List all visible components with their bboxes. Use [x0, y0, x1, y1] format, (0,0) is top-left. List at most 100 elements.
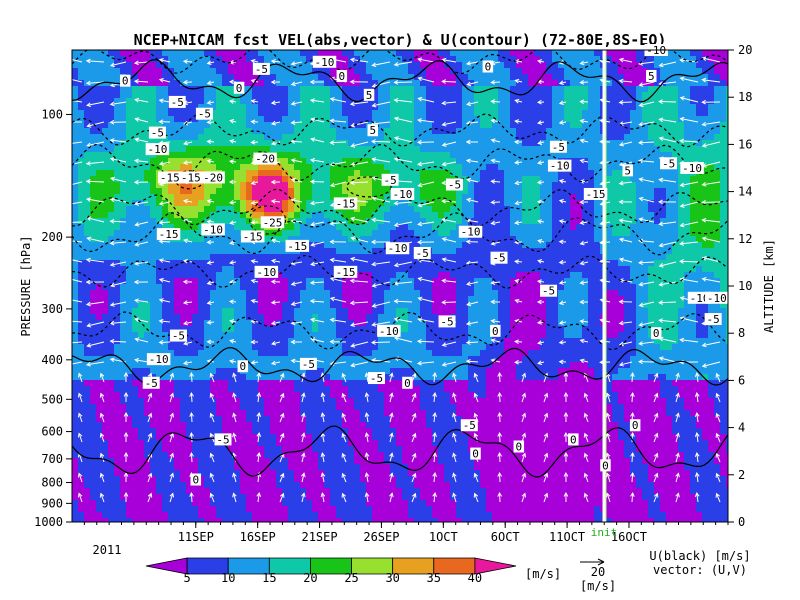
wind-vector: [169, 372, 175, 383]
contour-label: -15: [285, 239, 310, 253]
wind-vector: [605, 372, 611, 383]
wind-vector: [229, 159, 237, 164]
wind-vector: [521, 492, 527, 503]
contour-label: -15: [333, 265, 358, 279]
wind-vector: [134, 261, 149, 266]
wind-vector: [189, 371, 194, 383]
wind-vector: [490, 338, 501, 343]
wind-vector: [679, 76, 699, 83]
wind-vector: [349, 79, 369, 85]
wind-vector: [514, 78, 523, 84]
wind-vector: [279, 492, 285, 503]
wind-vector: [209, 372, 215, 383]
wind-vector: [270, 79, 281, 85]
wind-vector: [536, 99, 545, 105]
wind-vector: [256, 412, 262, 423]
wind-vector: [630, 491, 635, 503]
wind-vector: [270, 59, 281, 64]
contour-label: 0: [470, 447, 481, 461]
wind-vector: [169, 472, 175, 483]
wind-vector: [701, 277, 721, 283]
wind-vector: [466, 281, 479, 287]
wind-vector: [320, 472, 326, 483]
contour-label: 5: [646, 69, 657, 83]
wind-vector: [441, 100, 457, 106]
wind-vector: [270, 300, 281, 305]
wind-vector: [279, 412, 285, 423]
wind-vector: [341, 392, 347, 403]
wind-vector: [279, 472, 285, 483]
wind-vector: [715, 452, 721, 463]
contour-label: -5: [214, 433, 232, 446]
wind-vector: [537, 340, 545, 345]
wind-vector: [109, 240, 127, 246]
contour-label: 0: [336, 69, 348, 83]
wind-vector: [579, 319, 589, 324]
wind-vector: [229, 260, 237, 265]
wind-vector: [465, 158, 479, 164]
wind-vector: [653, 432, 659, 443]
wind-vector: [514, 160, 523, 165]
wind-vector: [490, 199, 501, 205]
wind-vector: [638, 121, 655, 127]
wind-vector: [701, 77, 721, 83]
wind-vector: [411, 432, 417, 443]
x-tick-label: 11OCT: [549, 530, 585, 544]
wind-vector: [206, 320, 215, 325]
wind-vector: [72, 299, 83, 303]
wind-vector: [537, 259, 545, 264]
y-tick-label-right: 12: [738, 232, 752, 246]
wind-vector: [638, 359, 655, 365]
wind-vector: [543, 392, 549, 403]
wind-vector: [109, 138, 127, 143]
contour-line: [72, 254, 728, 289]
wind-vector: [563, 411, 569, 423]
wind-vector: [158, 277, 171, 283]
contour-label: 0: [237, 360, 249, 373]
wind-vector: [109, 301, 127, 307]
wind-vector: [694, 452, 700, 463]
wind-vector: [579, 240, 589, 246]
wind-vector: [514, 180, 523, 186]
wind-vector: [393, 298, 413, 304]
wind-vector: [229, 220, 237, 225]
wind-vector: [701, 361, 721, 368]
wind-vector: [679, 337, 699, 343]
colorbar-unit: [m/s]: [525, 567, 561, 581]
wind-vector: [310, 241, 325, 247]
wind-vector: [679, 181, 699, 188]
wind-vector: [232, 392, 237, 403]
wind-vector: [133, 60, 149, 66]
wind-vector: [86, 321, 105, 328]
wind-vector: [364, 412, 370, 423]
wind-vector: [715, 472, 721, 483]
y-tick-label-right: 10: [738, 279, 752, 293]
x-tick-label: 11SEP: [178, 530, 214, 544]
wind-vector: [411, 412, 417, 423]
wind-vector: [701, 141, 721, 148]
wind-vector: [715, 432, 721, 443]
wind-vector: [371, 281, 391, 288]
wind-vector: [514, 98, 523, 104]
wind-vector: [320, 392, 326, 403]
contour-label: -15: [240, 230, 265, 243]
wind-vector: [389, 372, 394, 383]
wind-vector: [232, 472, 237, 483]
wind-vector: [658, 241, 677, 248]
wind-vector: [417, 57, 435, 63]
wind-vector: [558, 80, 567, 86]
wind-vector: [675, 432, 680, 443]
wind-vector: [309, 158, 325, 163]
wind-vector: [497, 411, 503, 423]
wind-vector: [99, 392, 105, 403]
wind-vector: [206, 199, 215, 204]
wind-vector: [452, 472, 457, 483]
wind-vector: [514, 278, 523, 284]
wind-vector: [134, 201, 149, 206]
wind-vector: [350, 121, 369, 128]
wind-vector: [370, 139, 391, 144]
wind-vector: [109, 218, 127, 224]
wind-vector: [416, 139, 435, 145]
reference-arrow-value: 20: [591, 565, 605, 579]
y-tick-label-right: 20: [738, 43, 752, 57]
